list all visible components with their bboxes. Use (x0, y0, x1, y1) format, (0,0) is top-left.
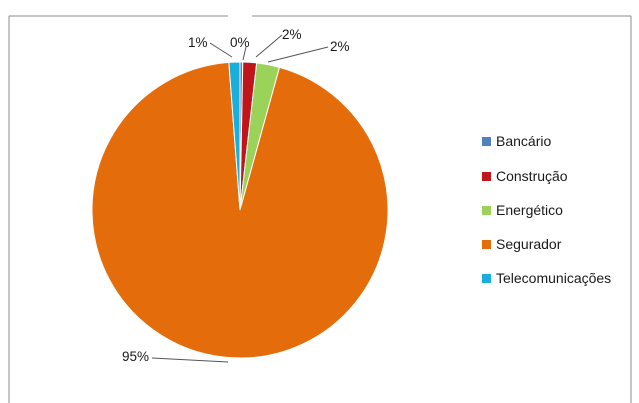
legend-swatch-telecom (482, 274, 491, 283)
legend-swatch-bancario (482, 137, 491, 146)
data-label-construcao: 0% (230, 35, 250, 50)
legend: Bancário Construção Energético Segurador… (482, 133, 611, 286)
leader-line-2 (256, 35, 282, 57)
data-label-telecom: 1% (188, 35, 208, 50)
leader-line-0 (210, 43, 232, 57)
legend-label-energetico: Energético (496, 202, 563, 218)
legend-label-telecom: Telecomunicações (496, 270, 611, 286)
pie-slices (92, 62, 388, 358)
data-label-energetico: 2% (282, 27, 302, 42)
legend-swatch-construcao (482, 172, 491, 181)
legend-label-bancario: Bancário (496, 133, 551, 149)
legend-label-construcao: Construção (496, 168, 568, 184)
leader-line-4 (152, 358, 228, 362)
data-label-energetico-outer: 2% (330, 39, 350, 54)
data-label-segurador: 95% (122, 349, 149, 364)
leader-line-3 (268, 47, 328, 62)
legend-label-segurador: Segurador (496, 236, 562, 252)
legend-swatch-energetico (482, 206, 491, 215)
legend-swatch-segurador (482, 240, 491, 249)
